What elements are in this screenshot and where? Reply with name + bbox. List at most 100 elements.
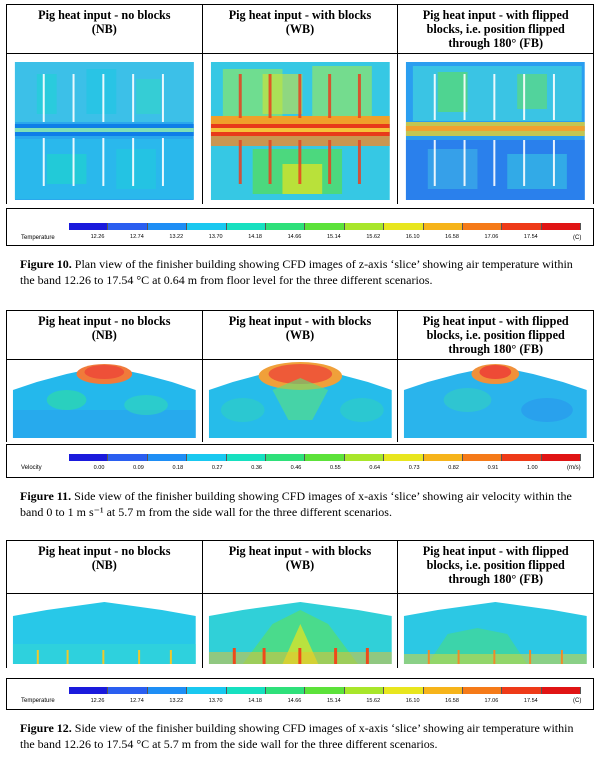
legend-tick-label: 13.70 (208, 234, 223, 240)
legend-tick-label: 17.54 (523, 698, 538, 704)
legend-swatch (226, 687, 266, 694)
legend-tick-label: 17.06 (484, 234, 499, 240)
figure-12-caption: Figure 12. Side view of the finisher bui… (20, 720, 580, 752)
header-fb: Pig heat input - with flipped blocks, i.… (398, 311, 593, 359)
figure-11-caption: Figure 11. Side view of the finisher bui… (20, 488, 580, 520)
legend-tick-label: 12.74 (130, 234, 144, 240)
legend-tick-label: 0.55 (330, 465, 341, 471)
header-line: through 180° (FB) (448, 342, 544, 356)
header-line: through 180° (FB) (448, 36, 544, 50)
legend-swatch (305, 454, 345, 461)
legend-swatch (344, 454, 385, 461)
header-line: (NB) (91, 22, 117, 36)
legend-swatch (69, 454, 109, 461)
legend-tick-label: 0.18 (172, 465, 184, 471)
legend-swatch (462, 223, 503, 230)
legend-tick-label: 12.74 (130, 698, 144, 704)
figure-11-image-row (7, 360, 594, 442)
figure-10-image-row (7, 54, 594, 204)
legend-swatch (265, 454, 306, 461)
legend-tick-label: 0.09 (133, 465, 144, 471)
legend-swatch (384, 687, 424, 694)
cfd-sidetemp-fb (398, 594, 594, 668)
figure-12-header-row: Pig heat input - no blocks (NB) Pig heat… (7, 541, 593, 594)
header-line: through 180° (FB) (448, 572, 544, 586)
legend-tick-label: 0.36 (251, 465, 262, 471)
cfd-plan-nb (7, 54, 203, 204)
header-line: (NB) (91, 558, 117, 572)
legend-swatch (69, 687, 109, 694)
legend-swatch (384, 223, 424, 230)
legend-tick-label: 16.10 (405, 698, 420, 704)
figure-11-panels: Pig heat input - no blocks (NB) Pig heat… (6, 310, 594, 442)
legend-swatch (344, 223, 385, 230)
cfd-sidetemp-wb (202, 594, 399, 668)
legend-color-bar (69, 223, 582, 230)
legend-tick-label: 0.73 (408, 465, 420, 471)
legend-swatch (423, 454, 463, 461)
caption-text: Plan view of the finisher building showi… (20, 257, 573, 287)
legend-tick-label: 0.82 (448, 465, 459, 471)
figure-11-header-row: Pig heat input - no blocks (NB) Pig heat… (7, 311, 593, 360)
header-line: (WB) (285, 328, 315, 342)
legend-swatch (226, 454, 266, 461)
legend-swatch (69, 223, 109, 230)
header-line: Pig heat input - no blocks (38, 8, 171, 22)
legend-swatch (541, 687, 582, 694)
header-nb: Pig heat input - no blocks (NB) (7, 5, 203, 53)
legend-tick-label: 17.06 (484, 698, 499, 704)
legend-unit: (C) (573, 235, 582, 241)
cfd-sidetemp-nb (7, 594, 203, 668)
legend-tick-label: 0.64 (369, 465, 381, 471)
caption-label: Figure 12. (20, 721, 72, 735)
cfd-plan-wb (202, 54, 399, 204)
legend-swatch (108, 454, 148, 461)
legend-ticks: 12.26 12.74 13.22 13.70 14.18 14.66 15.14 15.62… (69, 234, 542, 240)
legend-swatch (462, 454, 503, 461)
legend-tick-label: 15.62 (366, 698, 381, 704)
header-line: Pig heat input - with blocks (228, 544, 372, 558)
legend-swatch (187, 223, 227, 230)
legend-swatch (502, 454, 542, 461)
caption-label: Figure 11. (20, 489, 72, 503)
velocity-legend: Velocity 0.00 0.09 0.18 0.27 0.36 0.46 0.55 0.6… (6, 444, 594, 478)
legend-swatch (541, 223, 582, 230)
figure-12-panels: Pig heat input - no blocks (NB) Pig heat… (6, 540, 594, 668)
header-line: blocks, i.e. position flipped (426, 328, 565, 342)
legend-tick-label: 13.22 (169, 698, 184, 704)
legend-swatch (344, 687, 385, 694)
cfd-velocity-fb (398, 360, 594, 442)
header-line: (WB) (285, 558, 315, 572)
legend-tick-label: 0.27 (211, 465, 223, 471)
header-line: Pig heat input - with flipped (422, 8, 569, 22)
legend-tick-label: 16.58 (445, 234, 459, 240)
legend-label: Temperature (21, 235, 55, 241)
header-line: blocks, i.e. position flipped (426, 558, 565, 572)
header-nb: Pig heat input - no blocks (NB) (7, 311, 203, 359)
legend-swatch (226, 223, 266, 230)
figure-10-caption: Figure 10. Plan view of the finisher bui… (20, 256, 580, 288)
legend-swatch (187, 454, 227, 461)
legend-tick-label: 12.26 (90, 698, 105, 704)
cfd-velocity-nb (7, 360, 203, 442)
legend-swatch (305, 687, 345, 694)
header-line: blocks, i.e. position flipped (426, 22, 565, 36)
legend-tick-label: 13.70 (208, 698, 223, 704)
figure-10-panels: Pig heat input - no blocks (NB) Pig heat… (6, 4, 594, 204)
cfd-plan-fb (398, 54, 594, 204)
legend-unit: (m/s) (567, 465, 581, 471)
legend-swatch (384, 454, 424, 461)
legend-swatch (147, 687, 188, 694)
temperature-legend-2: Temperature 12.26 12.74 13.22 13.70 14.18 14.… (6, 678, 594, 710)
legend-swatch (502, 223, 542, 230)
legend-label: Velocity (21, 465, 42, 471)
legend-swatch (423, 223, 463, 230)
header-fb: Pig heat input - with flipped blocks, i.… (398, 541, 593, 593)
legend-tick-label: 14.66 (287, 698, 302, 704)
legend-swatch (108, 687, 148, 694)
legend-ticks: 0.00 0.09 0.18 0.27 0.36 0.46 0.55 0.64 0.73 0.82… (69, 465, 542, 471)
legend-tick-label: 15.62 (366, 234, 381, 240)
legend-tick-label: 15.14 (326, 234, 341, 240)
figure-12-image-row (7, 594, 594, 668)
header-line: Pig heat input - with blocks (228, 8, 372, 22)
